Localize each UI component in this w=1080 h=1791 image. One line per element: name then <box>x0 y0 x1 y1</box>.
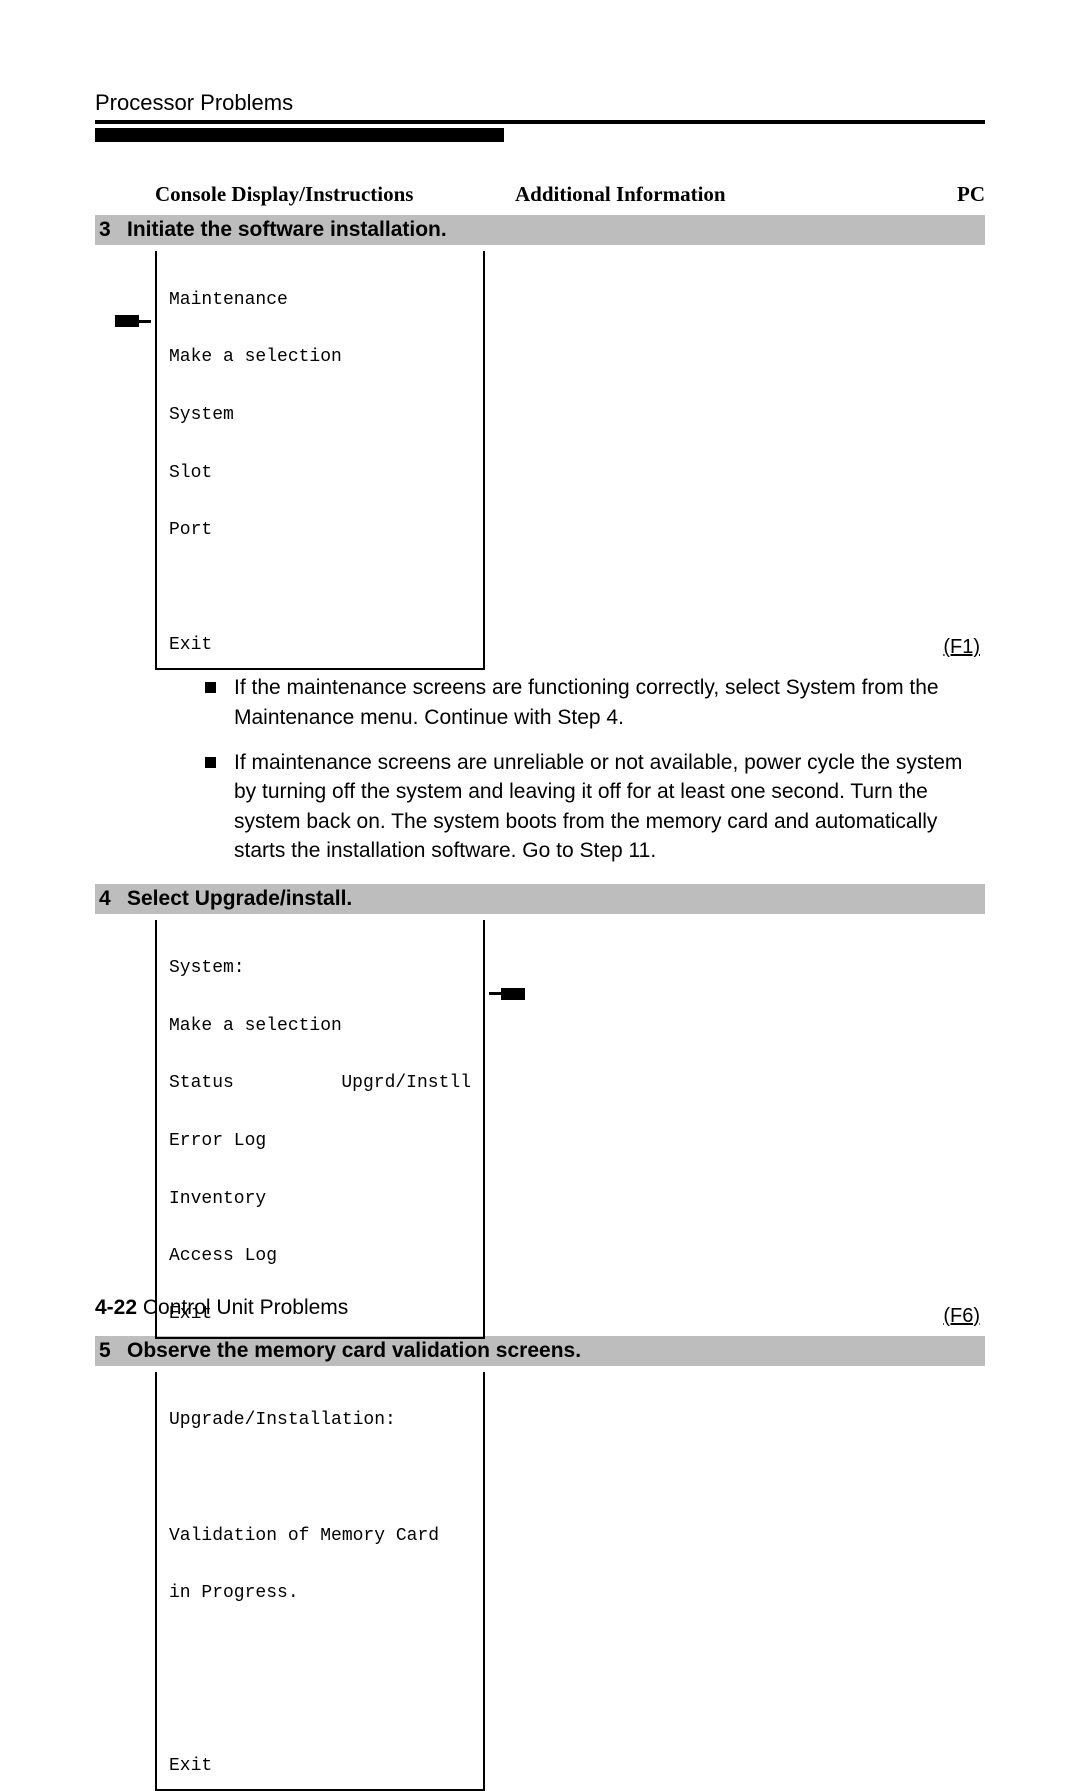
step4-label: Select Upgrade/install. <box>127 887 981 911</box>
step3-bar: 3 Initiate the software installation. <box>95 215 985 245</box>
step3-label: Initiate the software installation. <box>127 218 981 242</box>
s5l3: Validation of Memory Card <box>169 1522 471 1551</box>
col-pc: PC <box>925 182 985 207</box>
s4l1: System: <box>169 954 471 983</box>
column-headers: Console Display/Instructions Additional … <box>95 182 985 207</box>
bullet-square-icon <box>205 757 216 768</box>
step3-bullet2-text: If maintenance screens are unreliable or… <box>234 748 975 866</box>
s3l7: Exit <box>169 631 471 660</box>
step5-num: 5 <box>99 1339 127 1363</box>
s3l5: Port <box>169 516 471 545</box>
header-underline-bar <box>95 128 504 142</box>
s5l5 <box>169 1637 471 1666</box>
step3-pointer <box>115 315 155 327</box>
step5-label: Observe the memory card validation scree… <box>127 1339 981 1363</box>
s4l3b: Upgrd/Instll <box>341 1069 471 1098</box>
step3-bullet2: If maintenance screens are unreliable or… <box>205 748 975 866</box>
step4-pointer <box>489 988 525 1000</box>
step4-key: (F6) <box>943 1305 980 1328</box>
step4-num: 4 <box>99 887 127 911</box>
footer-section: Control Unit Problems <box>143 1296 348 1319</box>
step5-bar: 5 Observe the memory card validation scr… <box>95 1336 985 1366</box>
s3l3: System <box>169 401 471 430</box>
s3l4: Slot <box>169 459 471 488</box>
step3-num: 3 <box>99 218 127 242</box>
col-additional: Additional Information <box>515 182 925 207</box>
s5l1: Upgrade/Installation: <box>169 1406 471 1435</box>
page-header: Processor Problems <box>95 90 985 124</box>
s5l7: Exit <box>169 1752 471 1781</box>
s3l1: Maintenance <box>169 286 471 315</box>
step5-screen: Upgrade/Installation: Validation of Memo… <box>155 1372 485 1791</box>
step3-screen: Maintenance Make a selection System Slot… <box>155 251 485 670</box>
s3l2: Make a selection <box>169 343 471 372</box>
col-console: Console Display/Instructions <box>155 182 515 207</box>
s4l6: Access Log <box>169 1242 471 1271</box>
s5l6 <box>169 1694 471 1723</box>
s4l3a: Status <box>169 1069 234 1098</box>
step3-bullet1: If the maintenance screens are functioni… <box>205 673 975 732</box>
s4l2: Make a selection <box>169 1012 471 1041</box>
bullet-square-icon <box>205 682 216 693</box>
footer-page: 4-22 <box>95 1296 137 1319</box>
step4-screen: System: Make a selection Status Upgrd/Ins… <box>155 920 485 1339</box>
step3-bullets: If the maintenance screens are functioni… <box>205 673 975 865</box>
step3-key: (F1) <box>943 636 980 659</box>
header-title: Processor Problems <box>95 90 293 115</box>
s4l5: Inventory <box>169 1185 471 1214</box>
step3-bullet1-text: If the maintenance screens are functioni… <box>234 673 975 732</box>
page-footer: 4-22 Control Unit Problems <box>95 1296 348 1320</box>
s4l4: Error Log <box>169 1127 471 1156</box>
s5l2 <box>169 1464 471 1493</box>
step4-bar: 4 Select Upgrade/install. <box>95 884 985 914</box>
s3l6 <box>169 574 471 603</box>
s5l4: in Progress. <box>169 1579 471 1608</box>
